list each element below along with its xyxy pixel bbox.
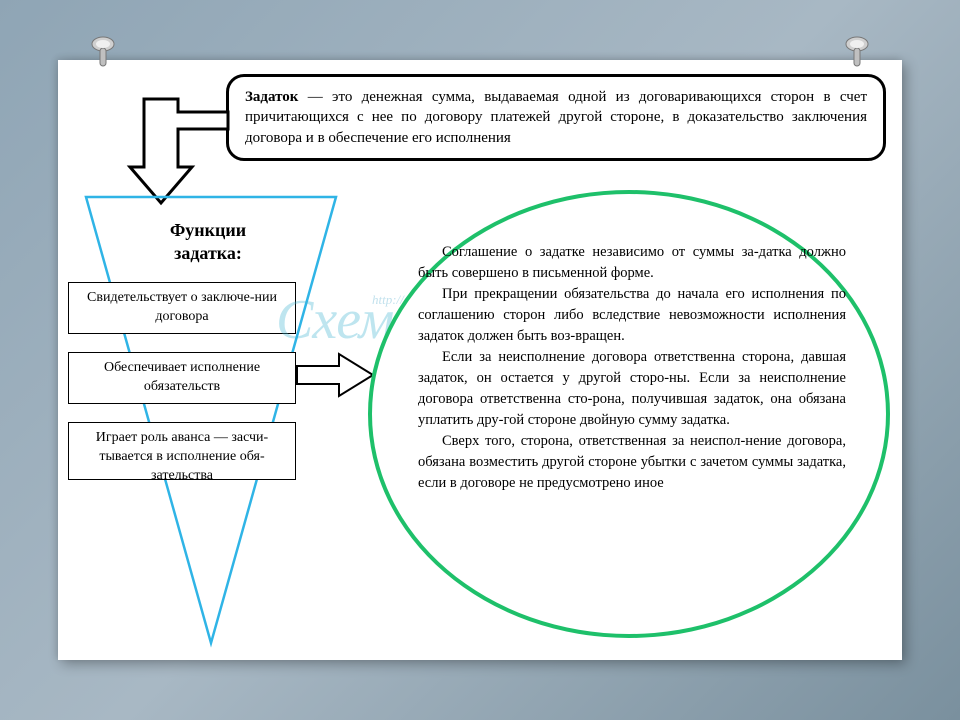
details-text: Соглашение о задатке независимо от суммы…	[418, 242, 846, 494]
details-p1: Соглашение о задатке независимо от суммы…	[418, 242, 846, 284]
paper-clip-left	[90, 36, 116, 68]
arrow-right-icon	[295, 352, 375, 398]
paper-sheet: Задаток — это денежная сумма, выдаваемая…	[58, 60, 902, 660]
connector-arrow-down	[118, 87, 236, 207]
details-p2: При прекращении обязательства до начала …	[418, 284, 846, 347]
funnel-title: Функции задатка:	[123, 219, 293, 266]
definition-term: Задаток	[245, 89, 298, 105]
details-p3: Если за неисполнение договора ответствен…	[418, 347, 846, 431]
definition-text: — это денежная сумма, выдаваемая одной и…	[245, 89, 867, 146]
funnel-title-line1: Функции	[123, 219, 293, 242]
definition-box: Задаток — это денежная сумма, выдаваемая…	[226, 74, 886, 161]
funnel-title-line2: задатка:	[123, 242, 293, 265]
function-box-1: Свидетельствует о заключе-нии договора	[68, 282, 296, 334]
paper-clip-right	[844, 36, 870, 68]
details-p4: Сверх того, сторона, ответственная за не…	[418, 431, 846, 494]
function-box-2: Обеспечивает исполнение обязательств	[68, 352, 296, 404]
function-box-3: Играет роль аванса — засчи-тывается в ис…	[68, 422, 296, 480]
